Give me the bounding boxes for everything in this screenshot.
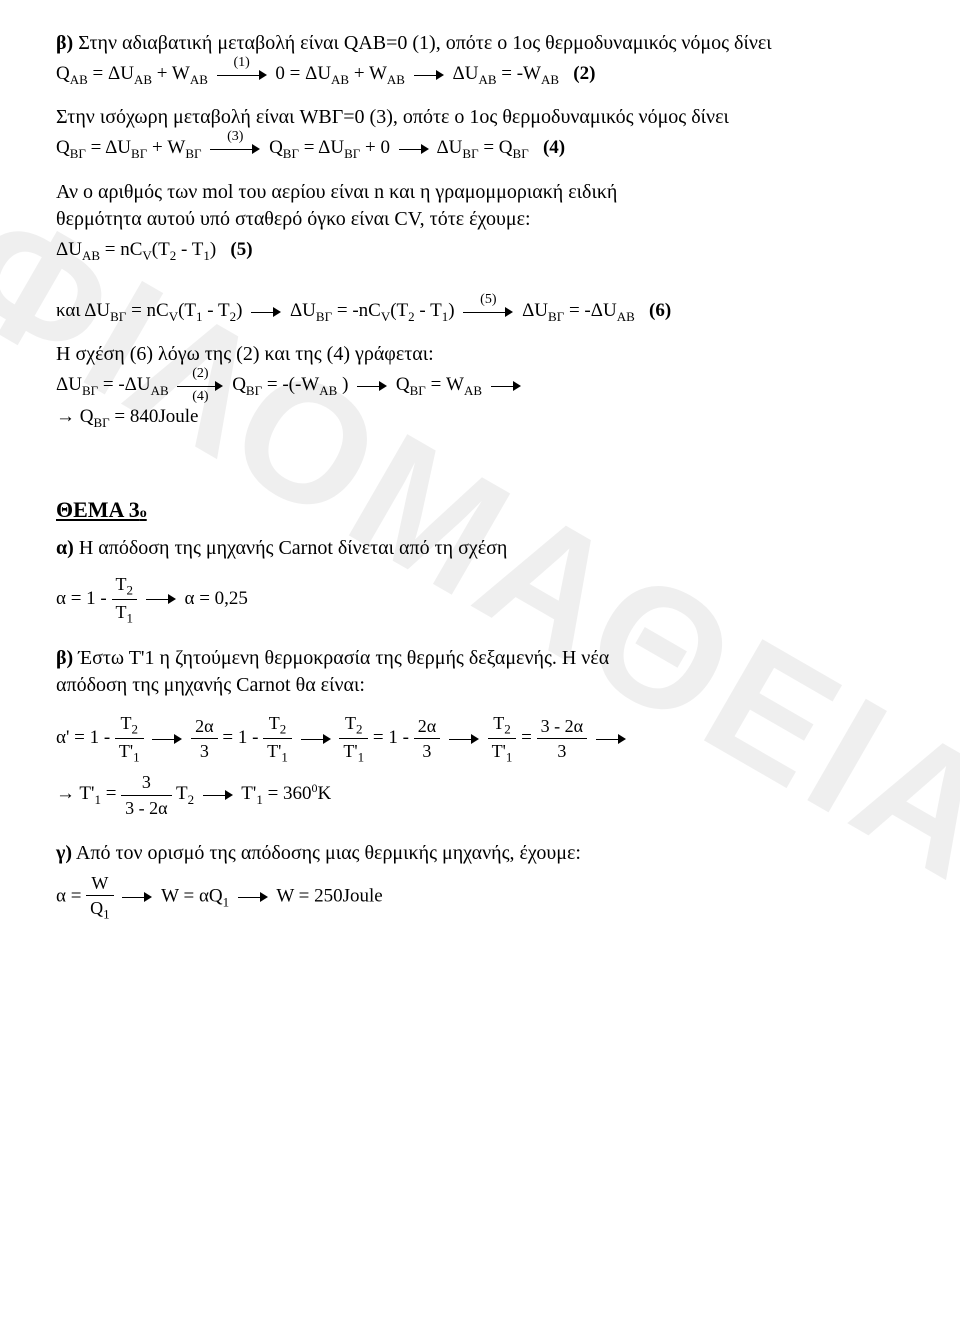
gamma-line: γ) Από τον ορισμό της απόδοσης μιας θερμ… (56, 840, 920, 867)
arrow-icon (596, 732, 626, 746)
arrow-icon (414, 68, 444, 82)
alpha-line: α) α) Η απόδοση της μηχανής Carnot δίνετ… (56, 535, 920, 562)
equation-beta-line2: → T'1 = 33 - 2α T2 T'1 = 3600K (56, 770, 920, 820)
arrow-icon (203, 788, 233, 802)
beta-para-3: Αν ο αριθμός των mol του αερίου είναι n … (56, 179, 920, 233)
equation-2: QAB = ΔUAB + WAB (1) 0 = ΔUAB + WAB ΔUAB… (56, 61, 920, 88)
thema-3-heading: ΘΕΜΑ 3ο (56, 495, 920, 525)
equation-result-840: → QBΓ = 840Joule (56, 404, 920, 431)
arrow-icon: (1) (217, 68, 267, 82)
arrow-icon (146, 592, 176, 606)
arrow-icon (491, 379, 521, 393)
arrow-icon (357, 379, 387, 393)
page-content: β) Στην αδιαβατική μεταβολή είναι QΑΒ=0 … (56, 30, 920, 923)
arrow-icon (449, 732, 479, 746)
arrow-icon (122, 890, 152, 904)
equation-6: και ΔUΒΓ = nCV(T1 - T2) ΔUΒΓ = -nCV(T2 -… (56, 298, 920, 325)
equation-alpha: α = 1 - T2 T1 α = 0,25 (56, 572, 920, 627)
arrow-icon: (5) (463, 305, 513, 319)
arrow-icon (152, 732, 182, 746)
beta2-line: β) Έστω Τ'1 η ζητούμενη θερμοκρασία της … (56, 645, 920, 699)
beta-para-1: β) Στην αδιαβατική μεταβολή είναι QΑΒ=0 … (56, 30, 920, 57)
beta-para-2: Στην ισόχωρη μεταβολή είναι WΒΓ=0 (3), ο… (56, 104, 920, 131)
arrow-icon: (2)(4) (177, 379, 223, 393)
arrow-icon: (3) (210, 142, 260, 156)
arrow-icon (301, 732, 331, 746)
equation-gamma: α = WQ1 W = αQ1 W = 250Joule (56, 871, 920, 923)
arrow-icon (399, 142, 429, 156)
equation-beta-line1: α' = 1 - T2T'1 2α3 = 1 - T2T'1 T2T'1 = 1… (56, 711, 920, 766)
arrow-icon (251, 305, 281, 319)
beta-para-4: Η σχέση (6) λόγω της (2) και της (4) γρά… (56, 341, 920, 368)
equation-5: ΔUAB = nCV(T2 - T1) (5) (56, 237, 920, 264)
equation-4: QBΓ = ΔUBΓ + WBΓ (3) QBΓ = ΔUBΓ + 0 ΔUBΓ… (56, 135, 920, 162)
equation-derivation: ΔUΒΓ = -ΔUAB (2)(4) QΒΓ = -(-WAB ) QΒΓ =… (56, 372, 920, 399)
arrow-icon (238, 890, 268, 904)
